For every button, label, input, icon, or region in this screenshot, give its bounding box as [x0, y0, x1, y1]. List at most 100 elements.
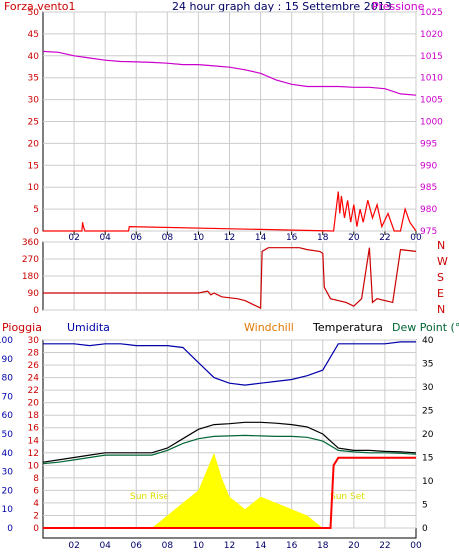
top-panel-right-ytick-label: 985 — [420, 183, 437, 193]
temperature-line — [42, 421, 417, 463]
bottom-panel-humidity-ytick-label: 90 — [2, 355, 14, 365]
bottom-panel-rain-ytick-label: 6 — [33, 486, 39, 496]
bottom-panel-rain-ytick-label: 14 — [28, 436, 40, 446]
top-panel-xtick-label: 02 — [68, 233, 79, 243]
direction-panel-ytick-label: 360 — [22, 238, 39, 248]
bottom-panel-humidity-ytick-label: 50 — [2, 430, 14, 440]
bottom-panel-rain-ytick-label: 22 — [28, 386, 39, 396]
bottom-panel-rain-ytick-label: 16 — [28, 424, 40, 434]
bottom-panel-temperature-ytick-label: 30 — [422, 383, 434, 393]
bottom-panel-humidity-ytick-label: 70 — [2, 392, 14, 402]
bottom-panel-xtick-label: 16 — [286, 541, 298, 551]
bottom-panel-rain-ytick-label: 28 — [28, 349, 40, 359]
bottom-panel-xtick-label: 12 — [224, 541, 235, 551]
bottom-panel-temperature-ytick-label: 5 — [422, 501, 428, 511]
top-panel-xtick-label: 20 — [348, 233, 360, 243]
bottom-panel-humidity-ytick-label: 60 — [2, 411, 14, 421]
bottom-panel-xtick-label: 08 — [162, 541, 174, 551]
top-panel-xtick-label: 04 — [99, 233, 111, 243]
bottom-panel-rain-ytick-label: 8 — [33, 474, 39, 484]
bottom-panel-xtick-label: 18 — [317, 541, 329, 551]
bottom-panel-temperature-ytick-label: 25 — [422, 407, 433, 417]
top-panel-left-ytick-label: 50 — [28, 8, 40, 18]
top-panel-right-ytick-label: 1010 — [420, 74, 443, 84]
top-panel-right-ytick-label: 1000 — [420, 118, 443, 128]
top-panel-xtick-label: 10 — [193, 233, 205, 243]
bottom-panel-rain-ytick-label: 12 — [28, 449, 39, 459]
bottom-panel-xtick-label: 14 — [255, 541, 267, 551]
temperature-label: Temperatura — [312, 321, 383, 334]
top-panel-xtick-label: 08 — [162, 233, 174, 243]
chart-title: 24 hour graph day : 15 Settembre 2013 — [172, 0, 392, 13]
bottom-panel-humidity-ytick-label: 10 — [2, 505, 14, 515]
top-panel-xtick-label: 16 — [286, 233, 298, 243]
dir-letter-s: S — [437, 271, 444, 284]
bottom-panel-rain-ytick-label: 30 — [28, 336, 40, 346]
dir-letter-w: W — [437, 255, 448, 268]
top-panel-xtick-label: 00 — [410, 233, 422, 243]
bottom-panel-rain-ytick-label: 18 — [28, 411, 40, 421]
bottom-panel-temperature-ytick-label: 0 — [422, 524, 428, 534]
top-panel-left-ytick-label: 30 — [28, 96, 40, 106]
top-panel-left-ytick-label: 10 — [28, 183, 40, 193]
bottom-panel-temperature-ytick-label: 35 — [422, 360, 433, 370]
top-panel-left-ytick-label: 40 — [28, 52, 40, 62]
top-panel-xtick-label: 12 — [224, 233, 235, 243]
top-panel-right-ytick-label: 995 — [420, 139, 437, 149]
top-panel-left-ytick-label: 15 — [28, 161, 39, 171]
dir-letter-n-bottom: N — [437, 303, 445, 316]
bottom-panel-rain-ytick-label: 26 — [28, 361, 40, 371]
bottom-panel-xtick-label: 04 — [99, 541, 111, 551]
bottom-panel-humidity-ytick-label: 100 — [0, 336, 13, 346]
top-panel-xtick-label: 22 — [379, 233, 390, 243]
top-panel-left-ytick-label: 0 — [33, 227, 39, 237]
dewpoint-line — [42, 434, 417, 465]
bottom-panel-humidity-ytick-label: 40 — [2, 449, 14, 459]
top-panel-left-ytick-label: 20 — [28, 139, 40, 149]
rain-label: Pioggia — [2, 321, 42, 334]
top-panel-xtick-label: 18 — [317, 233, 329, 243]
bottom-panel-rain-ytick-label: 24 — [28, 374, 40, 384]
dir-letter-n-top: N — [437, 239, 445, 252]
humidity-line — [43, 341, 416, 386]
bottom-panel-xtick-label: 22 — [379, 541, 390, 551]
windchill-label: Windchill — [244, 321, 294, 334]
top-panel-xtick-label: 06 — [131, 233, 143, 243]
bottom-panel-humidity-ytick-label: 30 — [2, 468, 14, 478]
bottom-panel-temperature-ytick-label: 10 — [422, 477, 434, 487]
top-panel-right-ytick-label: 1015 — [420, 52, 443, 62]
bottom-panel-temperature-ytick-label: 15 — [422, 454, 433, 464]
bottom-panel-xtick-label: 00 — [410, 541, 422, 551]
sunrise-annotation: Sun Rise — [130, 492, 169, 502]
pressure-line — [42, 50, 417, 96]
top-panel-xtick-label: 14 — [255, 233, 267, 243]
bottom-panel-xtick-label: 02 — [68, 541, 79, 551]
top-panel-left-ytick-label: 35 — [28, 74, 39, 84]
bottom-panel-rain-ytick-label: 0 — [33, 524, 39, 534]
top-panel-right-ytick-label: 975 — [420, 227, 437, 237]
top-panel-right-ytick-label: 1005 — [420, 96, 443, 106]
bottom-panel-humidity-ytick-label: 20 — [2, 486, 14, 496]
bottom-panel-temperature-ytick-label: 20 — [422, 430, 434, 440]
bottom-panel-rain-ytick-label: 2 — [33, 511, 39, 521]
chart-marks: 02 04 06 08 10 12 14 16 18 20 22 000510152025303540… — [0, 8, 443, 551]
bottom-panel-xtick-label: 10 — [193, 541, 205, 551]
solar-area — [43, 452, 416, 528]
top-panel-right-ytick-label: 980 — [420, 205, 437, 215]
wind-label: Forza vento1 — [4, 0, 76, 13]
bottom-panel-humidity-ytick-label: 0 — [7, 524, 13, 534]
top-panel-left-ytick-label: 25 — [28, 118, 39, 128]
top-panel-left-ytick-label: 5 — [33, 205, 39, 215]
top-panel-right-ytick-label: 1020 — [420, 30, 443, 40]
bottom-panel-temperature-ytick-label: 40 — [422, 336, 434, 346]
humidity-label: Umidita — [67, 321, 110, 334]
sunset-annotation: Sun Set — [330, 492, 365, 502]
bottom-panel-rain-ytick-label: 4 — [33, 499, 39, 509]
dewpoint-label: Dew Point (°C — [392, 321, 459, 334]
bottom-panel-rain-ytick-label: 10 — [28, 461, 40, 471]
top-panel-right-ytick-label: 1025 — [420, 8, 443, 18]
bottom-panel-xtick-label: 06 — [131, 541, 143, 551]
bottom-panel-humidity-ytick-label: 80 — [2, 374, 14, 384]
